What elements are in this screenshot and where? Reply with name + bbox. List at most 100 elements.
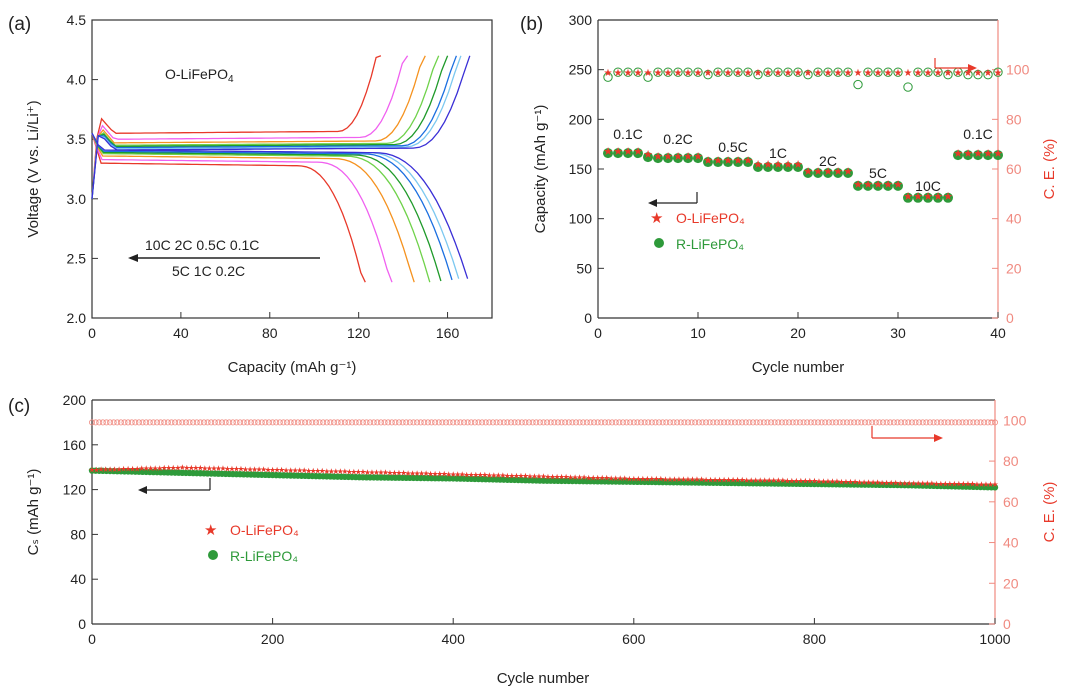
panel-c-o-point: ★ <box>377 468 384 477</box>
panel-c-o-point: ★ <box>946 479 953 488</box>
panel-b-r-point <box>933 192 943 203</box>
panel-c-ce-point <box>359 419 366 426</box>
panel-c-ce-point <box>619 419 626 426</box>
panel-b-o-point: ★ <box>783 159 793 171</box>
panel-c-ce-point <box>710 419 717 426</box>
panel-b-r-point <box>913 192 923 203</box>
panel-b-ce-point <box>623 67 633 77</box>
panel-c-o-point: ★ <box>88 465 95 474</box>
panel-b-ce-star: ★ <box>624 68 633 79</box>
panel-c-o-point: ★ <box>847 478 854 487</box>
panel-c-ce-point <box>179 419 186 426</box>
panel-c-o-point: ★ <box>856 478 863 487</box>
panel-c-ce-point <box>872 419 879 426</box>
panel-c-o-point: ★ <box>793 476 800 485</box>
panel-b-ce-point <box>673 67 683 77</box>
panel-b-ce-star: ★ <box>744 68 753 79</box>
panel-c-o-point: ★ <box>264 465 271 474</box>
panel-b-o-point: ★ <box>863 179 873 191</box>
panel-b-o-point: ★ <box>993 148 1003 160</box>
panel-c-o-point: ★ <box>472 470 479 479</box>
panel-c-ce-point <box>428 419 435 426</box>
panel-c-o-point: ★ <box>698 475 705 484</box>
panel-b-ce-point <box>983 69 993 80</box>
panel-c-o-point: ★ <box>748 476 755 485</box>
panel-b-ytick-right-label: 100 <box>1006 62 1030 78</box>
panel-b-ce-star: ★ <box>644 68 653 79</box>
panel-c-ce-point <box>955 419 962 426</box>
panel-c-ytick-right-label: 20 <box>1003 575 1019 591</box>
panel-b-r-point <box>743 157 753 168</box>
panel-b-ce-point <box>913 67 923 77</box>
panel-c-o-point: ★ <box>707 475 714 484</box>
panel-c-ytick-right-label: 40 <box>1003 535 1019 551</box>
panel-c-o-point: ★ <box>648 475 655 484</box>
panel-c-o-point: ★ <box>328 467 335 476</box>
panel-c-ce-point <box>273 419 280 426</box>
panel-c-o-point: ★ <box>549 472 556 481</box>
panel-b-o-point: ★ <box>603 146 613 158</box>
panel-b-xtick-label: 20 <box>790 325 806 341</box>
panel-c-ce-point <box>392 419 399 426</box>
panel-c-ce-point <box>150 419 157 426</box>
panel-c-ce-point <box>197 419 204 426</box>
panel-c-ce-point <box>811 419 818 426</box>
panel-c-o-point: ★ <box>711 475 718 484</box>
panel-b-rate-label: 0.1C <box>613 126 643 142</box>
panel-b-ce-point <box>793 67 803 77</box>
panel-c-ce-point <box>370 419 377 426</box>
panel-a-title: O-LiFePO4 <box>165 66 234 85</box>
panel-c-o-point: ★ <box>924 479 931 488</box>
panel-c-o-point: ★ <box>445 470 452 479</box>
panel-c-ce-point <box>861 419 868 426</box>
panel-b-chart: 0 10 20 30 40050100150200250300020406080100 … <box>532 12 1058 376</box>
panel-c-ce-point <box>244 419 251 426</box>
panel-c-o-point: ★ <box>937 479 944 488</box>
panel-c-o-point: ★ <box>246 465 253 474</box>
panel-c-o-point: ★ <box>224 464 231 473</box>
panel-b-ce-star: ★ <box>654 68 663 79</box>
panel-c-o-point: ★ <box>125 465 132 474</box>
panel-b-ce-point <box>643 72 653 82</box>
panel-c-ce-point <box>175 419 182 426</box>
panel-b-ce-point <box>943 69 953 80</box>
panel-c-o-point: ★ <box>355 468 362 477</box>
panel-c-ce-point <box>724 419 731 426</box>
panel-c-ce-point <box>432 419 439 426</box>
panel-c-ce-point <box>836 419 843 426</box>
panel-b-ce-star: ★ <box>684 68 693 79</box>
panel-c-ce-point <box>829 419 836 426</box>
panel-c-ce-point <box>533 419 540 426</box>
panel-c-o-point: ★ <box>192 464 199 473</box>
panel-b-ce-star: ★ <box>924 68 933 79</box>
panel-b-ce-point <box>723 67 733 77</box>
panel-c-ce-point <box>511 419 518 426</box>
panel-b-o-point: ★ <box>853 179 863 191</box>
panel-b-xtick-label: 30 <box>890 325 906 341</box>
panel-c-ce-point <box>439 419 446 426</box>
panel-b-ce-point <box>653 67 663 77</box>
panel-c-ce-point <box>684 419 691 426</box>
panel-c-ce-point <box>479 419 486 426</box>
panel-b-r-point <box>773 162 783 173</box>
panel-c-ce-point <box>952 419 959 426</box>
panel-b-r-point <box>693 153 703 164</box>
panel-c-ce-point <box>193 419 200 426</box>
panel-c-o-point: ★ <box>820 477 827 486</box>
panel-c-ce-point <box>414 419 421 426</box>
panel-c-o-point: ★ <box>833 477 840 486</box>
panel-c-ce-point <box>269 419 276 426</box>
panel-c-o-point: ★ <box>955 480 962 489</box>
panel-c-o-point: ★ <box>395 469 402 478</box>
panel-c-ce-point <box>634 419 641 426</box>
panel-c-o-point: ★ <box>319 467 326 476</box>
panel-c-ce-point <box>916 419 923 426</box>
panel-c-ce-point <box>345 419 352 426</box>
panel-c-ce-point <box>587 419 594 426</box>
panel-c-o-point: ★ <box>585 473 592 482</box>
panel-c-ce-point <box>833 419 840 426</box>
panel-c-ce-point <box>536 419 543 426</box>
panel-c-ce-point <box>421 419 428 426</box>
panel-c-o-point: ★ <box>495 471 502 480</box>
panel-c-o-point: ★ <box>906 479 913 488</box>
